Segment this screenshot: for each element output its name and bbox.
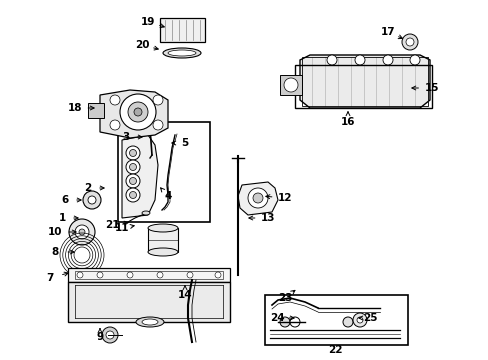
- Circle shape: [405, 38, 413, 46]
- Circle shape: [186, 272, 193, 278]
- Text: 20: 20: [135, 40, 149, 50]
- Text: 6: 6: [61, 195, 68, 205]
- Bar: [75, 271, 223, 279]
- Ellipse shape: [148, 248, 178, 256]
- Circle shape: [354, 55, 364, 65]
- Text: 14: 14: [177, 290, 192, 300]
- Text: 12: 12: [277, 193, 292, 203]
- Circle shape: [110, 95, 120, 105]
- Text: 11: 11: [115, 223, 129, 233]
- Circle shape: [153, 120, 163, 130]
- Bar: [88, 103, 104, 118]
- Ellipse shape: [148, 224, 178, 232]
- Circle shape: [401, 34, 417, 50]
- Text: 2: 2: [84, 183, 91, 193]
- Circle shape: [127, 272, 133, 278]
- Circle shape: [129, 177, 136, 185]
- Circle shape: [69, 219, 95, 245]
- Bar: [68, 268, 229, 282]
- Text: 8: 8: [51, 247, 59, 257]
- Ellipse shape: [142, 211, 150, 215]
- Text: 15: 15: [424, 83, 438, 93]
- Circle shape: [215, 272, 221, 278]
- Circle shape: [75, 225, 89, 239]
- Circle shape: [128, 102, 148, 122]
- Bar: [302, 57, 427, 106]
- Circle shape: [342, 317, 352, 327]
- Bar: [118, 122, 209, 222]
- Polygon shape: [122, 135, 158, 218]
- Circle shape: [157, 272, 163, 278]
- Text: 17: 17: [380, 27, 394, 37]
- Circle shape: [126, 188, 140, 202]
- Text: 4: 4: [164, 191, 171, 201]
- Text: 1: 1: [58, 213, 65, 223]
- Circle shape: [352, 313, 366, 327]
- Polygon shape: [238, 182, 278, 215]
- Circle shape: [79, 229, 85, 235]
- Bar: [294, 65, 431, 108]
- Circle shape: [129, 192, 136, 198]
- Circle shape: [280, 317, 289, 327]
- Circle shape: [129, 163, 136, 171]
- Circle shape: [409, 55, 419, 65]
- Bar: [280, 75, 302, 95]
- Text: 18: 18: [68, 103, 82, 113]
- Circle shape: [289, 317, 299, 327]
- Text: 9: 9: [96, 332, 103, 342]
- Circle shape: [110, 120, 120, 130]
- Circle shape: [326, 55, 336, 65]
- Circle shape: [126, 146, 140, 160]
- Polygon shape: [100, 90, 168, 138]
- Text: 25: 25: [362, 313, 376, 323]
- Bar: [160, 18, 204, 42]
- Ellipse shape: [142, 319, 158, 325]
- Bar: [264, 295, 407, 345]
- Text: 7: 7: [46, 273, 54, 283]
- Circle shape: [97, 272, 103, 278]
- Text: 10: 10: [48, 227, 62, 237]
- Circle shape: [88, 196, 96, 204]
- Text: 22: 22: [327, 345, 342, 355]
- Circle shape: [247, 188, 267, 208]
- Text: 5: 5: [181, 138, 188, 148]
- Bar: [148, 228, 178, 252]
- Circle shape: [83, 191, 101, 209]
- Ellipse shape: [168, 50, 196, 56]
- Text: 19: 19: [141, 17, 155, 27]
- Circle shape: [102, 327, 118, 343]
- Circle shape: [77, 272, 83, 278]
- Circle shape: [126, 174, 140, 188]
- Ellipse shape: [163, 48, 201, 58]
- Bar: [68, 282, 229, 322]
- Text: 23: 23: [277, 293, 292, 303]
- Text: 24: 24: [269, 313, 284, 323]
- Circle shape: [129, 149, 136, 157]
- Circle shape: [284, 78, 297, 92]
- Polygon shape: [299, 55, 429, 108]
- Circle shape: [120, 94, 156, 130]
- Circle shape: [126, 160, 140, 174]
- Text: 3: 3: [122, 132, 129, 142]
- Ellipse shape: [136, 317, 163, 327]
- Text: 13: 13: [260, 213, 275, 223]
- Text: 21: 21: [104, 220, 119, 230]
- Text: 16: 16: [340, 117, 354, 127]
- Circle shape: [382, 55, 392, 65]
- Circle shape: [106, 331, 114, 339]
- Circle shape: [153, 95, 163, 105]
- Circle shape: [356, 317, 362, 323]
- Circle shape: [252, 193, 263, 203]
- Circle shape: [134, 108, 142, 116]
